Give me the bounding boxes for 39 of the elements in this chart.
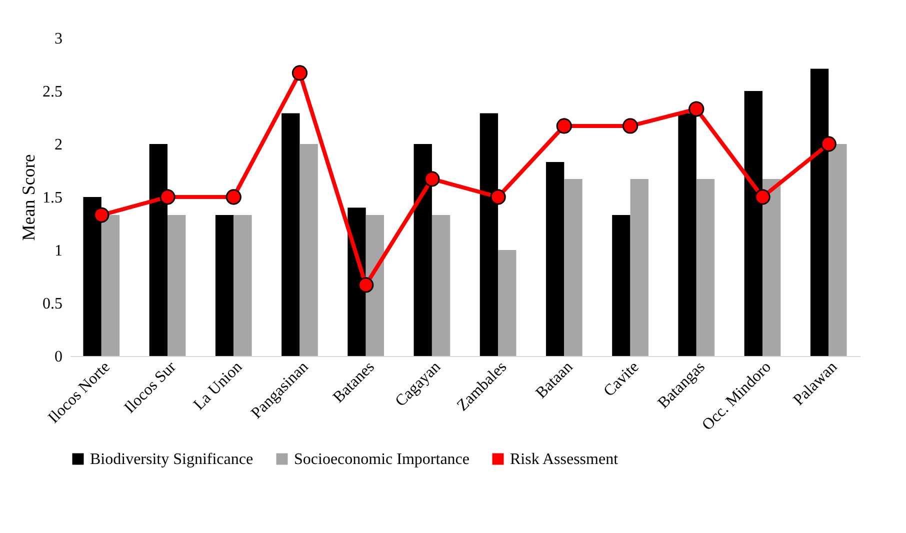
y-tick-label: 0.5 [42, 296, 62, 312]
y-tick-label: 2.5 [42, 84, 62, 100]
point [490, 189, 506, 205]
y-tick-label: 3 [54, 30, 62, 48]
bar [630, 178, 648, 356]
bar [498, 250, 516, 356]
bar [215, 215, 234, 356]
point [622, 118, 638, 134]
bar [828, 144, 847, 356]
bar [300, 144, 318, 356]
point [424, 171, 440, 187]
legend-label: Socioeconomic Importance [294, 451, 470, 468]
bar [101, 215, 120, 356]
legend-label: Risk Assessment [510, 451, 619, 468]
point [358, 277, 374, 293]
y-tick-label: 2 [54, 136, 62, 154]
bar [564, 178, 582, 356]
point [556, 118, 572, 134]
y-tick-label: 1 [54, 242, 62, 260]
point [688, 101, 704, 117]
bar [168, 215, 186, 356]
bar [282, 113, 300, 356]
y-tick-label: 1.5 [42, 190, 62, 206]
bar [366, 215, 384, 356]
point [226, 189, 242, 205]
point [94, 207, 110, 223]
point [754, 189, 770, 205]
y-axis-title: Mean Score [18, 154, 38, 241]
bar [432, 215, 450, 356]
point [292, 65, 308, 81]
bar [546, 162, 564, 356]
point [820, 136, 836, 152]
bar [612, 215, 630, 356]
bar [762, 178, 781, 356]
bar [696, 178, 715, 356]
y-tick-label: 0 [54, 348, 62, 366]
legend-label: Biodiversity Significance [90, 451, 254, 468]
bar [234, 215, 252, 356]
point [160, 189, 176, 205]
